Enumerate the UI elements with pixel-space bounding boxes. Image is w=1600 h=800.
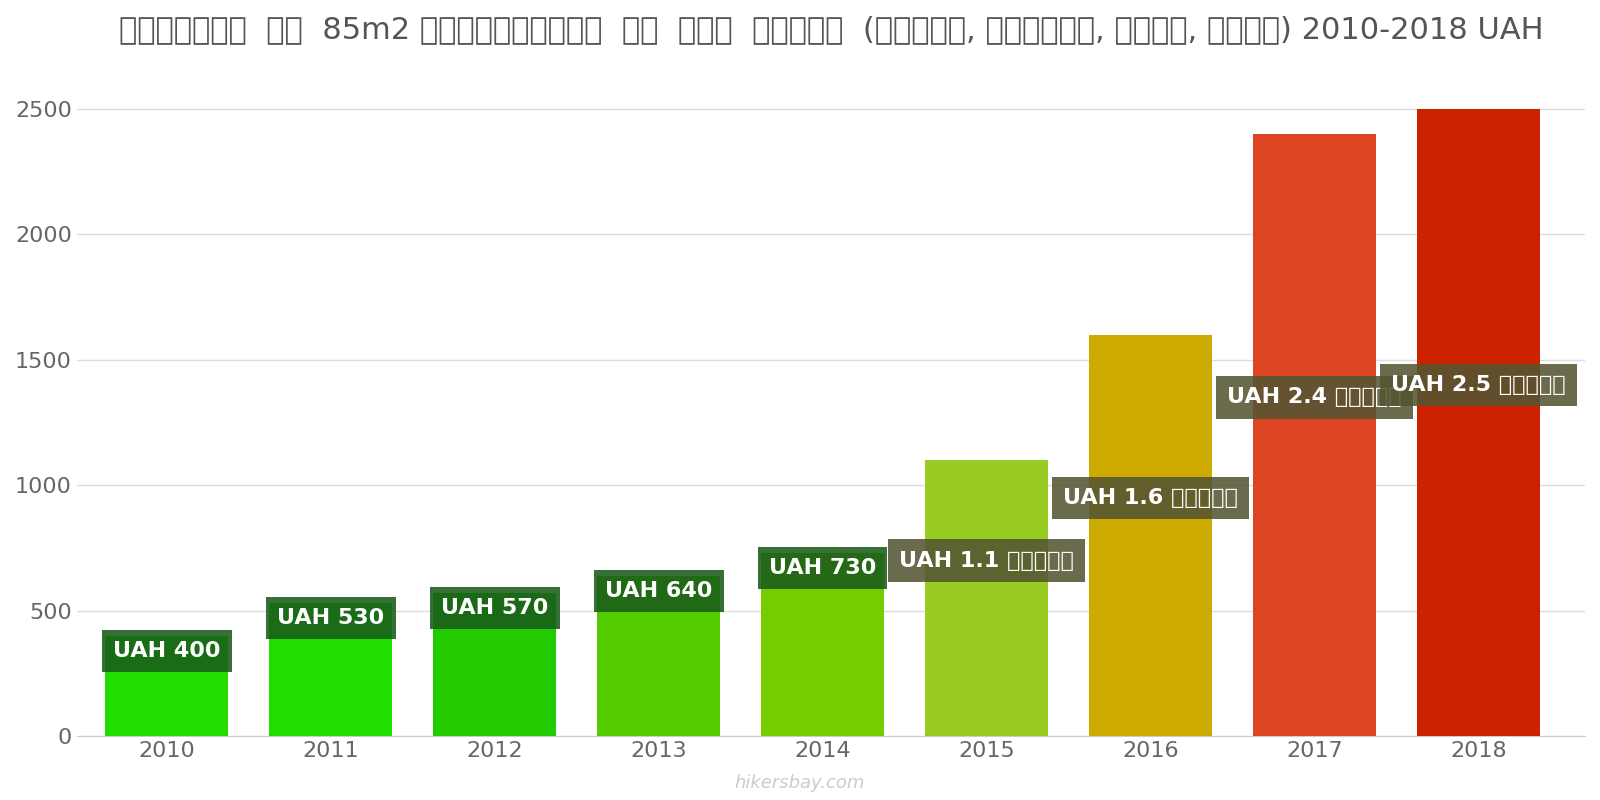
Text: UAH 570: UAH 570 [442,598,549,618]
Bar [106,636,229,736]
Bar [925,460,1048,736]
Text: hikersbay.com: hikersbay.com [734,774,866,792]
Text: UAH 2.5 हज़ार: UAH 2.5 हज़ार [1390,375,1566,395]
Bar [1253,134,1376,736]
Title: यूक्रेन  एक  85m2 अपार्टमेंट  के  लिए  शुल्क  (बिजली, हीटिंग, पानी, कचरा) 2010-2: यूक्रेन एक 85m2 अपार्टमेंट के लिए शुल्क … [118,15,1542,44]
Text: UAH 2.4 हज़ार: UAH 2.4 हज़ार [1227,387,1402,407]
Text: UAH 530: UAH 530 [277,608,384,628]
Text: UAH 1.6 हज़ार: UAH 1.6 हज़ार [1062,488,1238,508]
Text: UAH 400: UAH 400 [114,641,221,661]
Text: UAH 1.1 हज़ार: UAH 1.1 हज़ार [899,550,1074,570]
Bar [269,603,392,736]
Text: UAH 730: UAH 730 [770,558,877,578]
Bar [597,575,720,736]
Text: UAH 640: UAH 640 [605,581,712,601]
Bar [1090,334,1213,736]
Bar [762,553,885,736]
Bar [1418,109,1539,736]
Bar [434,593,557,736]
